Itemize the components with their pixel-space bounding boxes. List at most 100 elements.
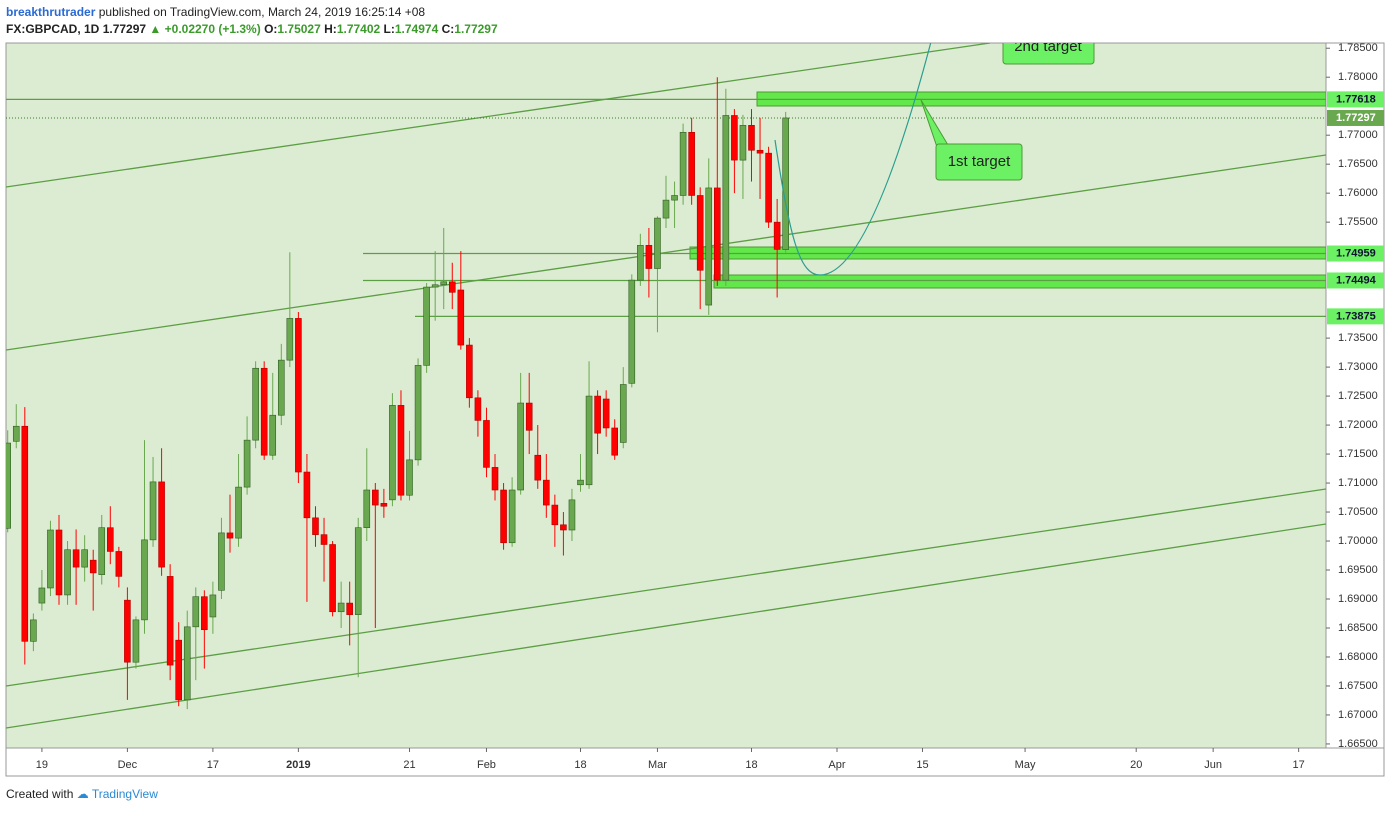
candle-body [431, 284, 439, 288]
candle-body [543, 479, 550, 506]
ohlc-name: C: [441, 22, 455, 36]
x-tick-label: 18 [745, 759, 757, 771]
ohlc-value: 1.77402 [336, 22, 381, 36]
candle-body [739, 125, 747, 161]
y-tick-label: 1.69500 [1338, 564, 1378, 576]
x-tick-label: Feb [477, 759, 496, 771]
y-tick-label: 1.78500 [1338, 42, 1378, 54]
candle-body [645, 245, 653, 269]
candle-body [731, 115, 738, 161]
candle-body [628, 279, 636, 384]
y-tick-label: 1.66500 [1338, 738, 1378, 750]
candle-body [517, 402, 524, 491]
change: ▲ +0.02270 (+1.3%) [149, 22, 261, 36]
callout-text: 2nd target [1014, 38, 1082, 55]
candle-body [81, 549, 88, 568]
candle-body [141, 539, 148, 621]
level-label-box [1327, 245, 1384, 262]
ohlc-l: L:1.74974 [384, 22, 439, 36]
candle-body [312, 517, 319, 535]
level-label: 1.73875 [1336, 310, 1376, 322]
candle-body [748, 125, 755, 151]
candle-body [525, 402, 533, 431]
level-label-box [1327, 308, 1384, 325]
candle-body [534, 454, 542, 481]
y-tick-label: 1.76500 [1338, 158, 1378, 170]
candle-body [277, 359, 285, 416]
ohlc-h: H:1.77402 [324, 22, 380, 36]
author[interactable]: breakthrutrader [6, 5, 96, 19]
candle-body [21, 425, 29, 642]
candle-body [47, 529, 54, 589]
candle-body [329, 544, 336, 613]
projection-curve [774, 43, 932, 276]
level-label-box [1327, 272, 1384, 289]
y-tick-label: 1.77000 [1338, 129, 1378, 141]
candle-body [765, 152, 772, 223]
candle-body [448, 281, 456, 293]
y-tick-label: 1.67500 [1338, 680, 1378, 692]
y-tick-label: 1.76000 [1338, 187, 1378, 199]
candle-body [64, 549, 71, 596]
x-tick-label: 18 [574, 759, 586, 771]
plot-area [5, 42, 1327, 749]
y-tick-label: 1.73000 [1338, 361, 1378, 373]
x-tick-label: 20 [1130, 759, 1142, 771]
candle-body [560, 524, 567, 531]
level-label-box [1327, 91, 1384, 108]
candle-body [440, 281, 448, 286]
x-tick-label: 2019 [286, 759, 310, 771]
y-tick-label: 1.72000 [1338, 419, 1378, 431]
trend-line [6, 154, 1326, 351]
candle-body [389, 405, 396, 501]
axes: 1.78500 1.78000 1.77000 1.76500 1.76000 1.755… [36, 42, 1384, 771]
candle-body [611, 427, 618, 456]
candle-body [466, 344, 473, 399]
last-price-label: 1.77297 [1336, 112, 1376, 124]
candle-body [107, 527, 114, 552]
candle-body [55, 529, 63, 596]
trend-line [6, 523, 1326, 729]
candle-body [124, 599, 131, 663]
candle-body [714, 187, 721, 281]
callout-text: 1st target [948, 153, 1011, 170]
candle-body [337, 602, 345, 613]
chart: 2nd target 1st target 1.78500 1.78000 1.77… [5, 38, 1385, 777]
ohlc-name: L: [383, 22, 395, 36]
candle-body [602, 398, 610, 429]
candle-body [577, 479, 584, 486]
ohlc-value: 1.75027 [277, 22, 321, 36]
y-tick-label: 1.71500 [1338, 448, 1378, 460]
candle-body [38, 587, 46, 604]
candle-body [423, 286, 430, 366]
candle-body [363, 489, 371, 528]
level-label: 1.74494 [1336, 274, 1377, 286]
footer: Created with ☁ TradingView [6, 787, 158, 801]
y-tick-label: 1.68000 [1338, 651, 1378, 663]
trend-line [6, 488, 1326, 687]
ohlc-value: 1.77297 [454, 22, 498, 36]
header: breakthrutrader published on TradingView… [6, 4, 498, 38]
candle-body [295, 318, 302, 473]
x-tick-label: Mar [648, 759, 667, 771]
candle-body [192, 596, 200, 628]
y-tick-label: 1.68500 [1338, 622, 1378, 634]
candle-body [252, 367, 259, 441]
annotations: 2nd target 1st target [774, 38, 1095, 276]
candle-body [662, 199, 670, 219]
candle-body [166, 576, 174, 666]
candle-body [696, 195, 704, 271]
candle-body [6, 442, 12, 529]
published: published on TradingView.com, March 24, … [98, 5, 426, 19]
candle-body [568, 499, 576, 531]
candle-body [491, 467, 499, 491]
candle-body [346, 602, 353, 615]
ohlc-c: C:1.77297 [442, 22, 498, 36]
candle-body [483, 420, 490, 468]
brand-name: TradingView [91, 787, 158, 801]
price: 1.77297 [102, 22, 147, 36]
brand[interactable]: ☁ TradingView [76, 787, 158, 801]
y-tick-label: 1.67000 [1338, 709, 1378, 721]
time-axis [5, 747, 1385, 777]
x-tick-label: Dec [118, 759, 138, 771]
